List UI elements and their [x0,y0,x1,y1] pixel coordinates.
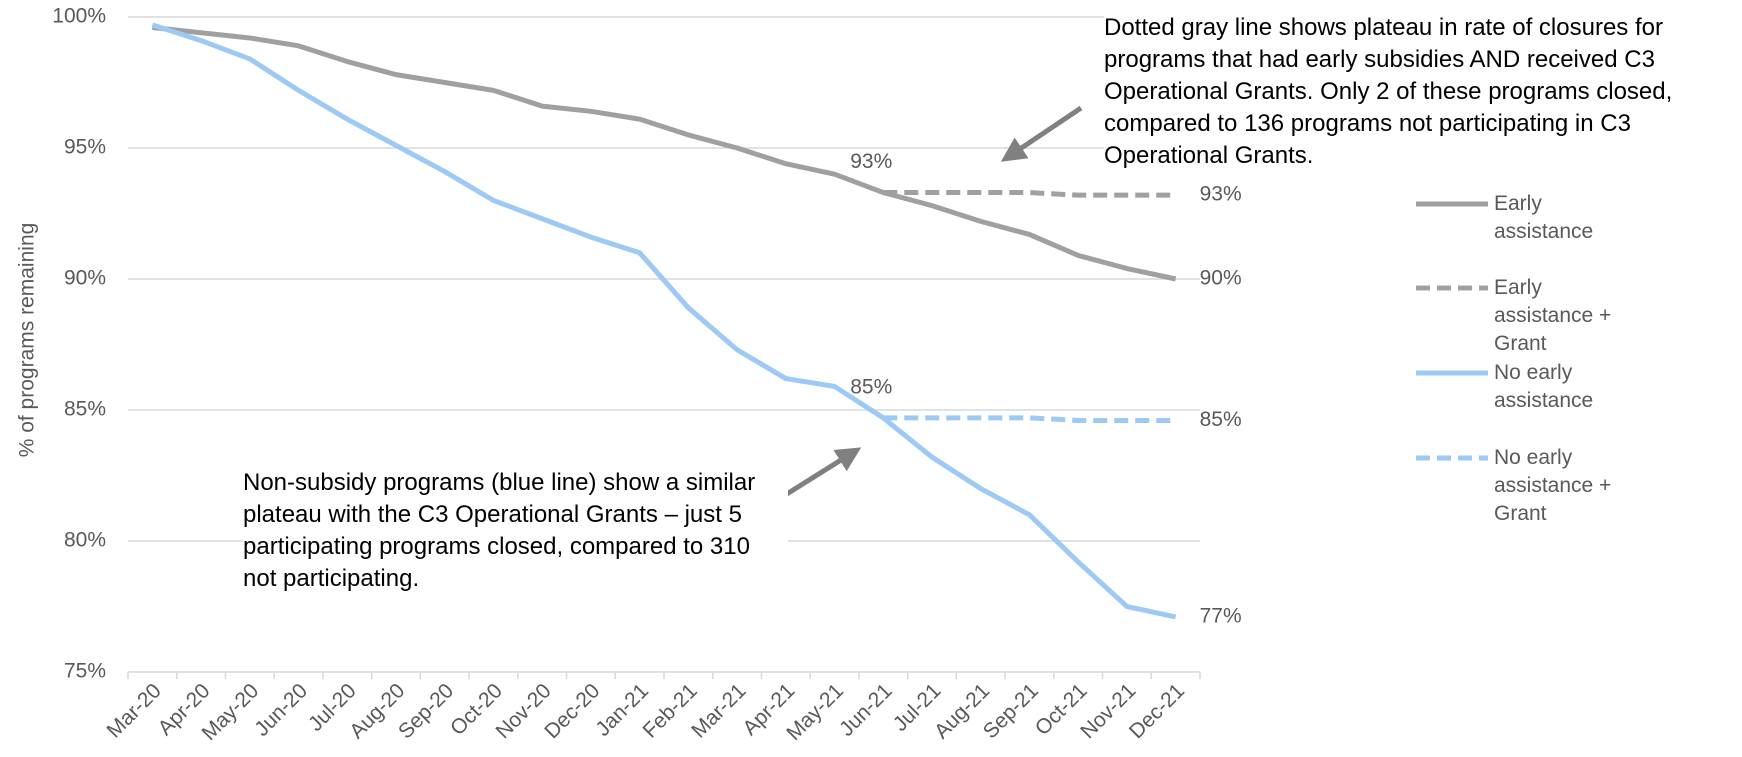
y-tick-label: 75% [64,660,106,683]
data-label: 77% [1200,605,1242,628]
series-line [151,22,1177,620]
x-tick-label: Mar-21 [687,679,750,742]
data-label: 93% [850,150,892,173]
legend-item: No early assistance + Grant [1416,444,1644,528]
annotation: Dotted gray line shows plateau in rate o… [1104,12,1742,172]
data-label: 90% [1200,267,1242,290]
y-tick-label: 90% [64,267,106,290]
legend-swatch [1416,455,1488,461]
series-line [883,190,1176,198]
data-label: 85% [1200,408,1242,431]
series-line [883,415,1176,423]
y-tick-label: 80% [64,529,106,552]
legend-label: Early assistance [1494,192,1594,243]
legend-item: Early assistance [1416,190,1644,246]
legend-label: No early assistance [1494,361,1594,412]
x-tick-label: Sep-21 [979,679,1043,743]
x-tick-label: Feb-21 [639,679,702,742]
y-tick-label: 100% [52,5,106,28]
x-tick-label: Jun-20 [250,679,312,741]
y-tick-label: 95% [64,136,106,159]
legend-item: Early assistance + Grant [1416,274,1644,358]
series-line [152,24,1177,282]
data-label: 85% [850,375,892,398]
legend-swatch [1416,201,1488,207]
x-tick-label: Jun-21 [835,679,897,741]
arrow [1000,105,1083,162]
legend-label: Early assistance + Grant [1494,276,1612,355]
x-tick-label: Sep-20 [394,679,458,743]
y-tick-label: 85% [64,398,106,421]
annotation: Non-subsidy programs (blue line) show a … [243,467,788,595]
legend-swatch [1416,370,1488,376]
legend-swatch [1416,285,1488,291]
x-tick-label: Dec-21 [1125,679,1189,743]
data-label: 93% [1200,183,1242,206]
legend-item: No early assistance [1416,359,1644,415]
x-tick-label: Dec-20 [540,679,604,743]
y-axis-label: % of programs remaining [16,223,39,458]
x-tick-label: Mar-20 [103,679,166,742]
legend-label: No early assistance + Grant [1494,446,1612,525]
